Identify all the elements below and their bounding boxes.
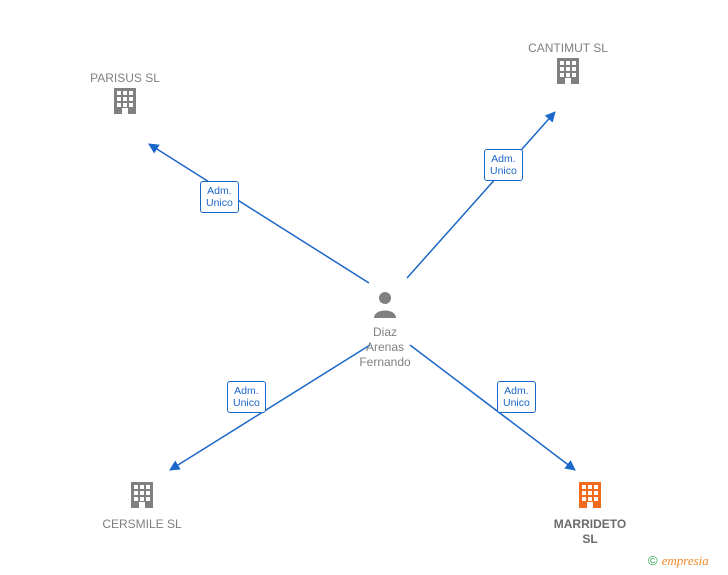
node-icon-wrap	[340, 290, 430, 321]
node-icon-wrap	[523, 56, 613, 89]
building-icon	[554, 56, 582, 86]
node-label: CANTIMUT SL	[523, 41, 613, 56]
node-label: CERSMILE SL	[97, 517, 187, 532]
edge-label-cersmile: Adm. Unico	[227, 381, 266, 413]
watermark-copyright: ©	[648, 553, 658, 568]
node-icon-wrap	[97, 480, 187, 513]
node-icon-wrap	[545, 480, 635, 513]
edge-parisus	[149, 144, 369, 283]
watermark-text: empresia	[662, 553, 709, 568]
edge-cantimut	[407, 112, 555, 278]
node-cersmile[interactable]: CERSMILE SL	[97, 480, 187, 532]
node-marrideto[interactable]: MARRIDETOSL	[545, 480, 635, 547]
node-label: MARRIDETOSL	[545, 517, 635, 547]
node-icon-wrap	[80, 86, 170, 119]
edge-label-cantimut: Adm. Unico	[484, 149, 523, 181]
node-label: PARISUS SL	[80, 71, 170, 86]
watermark: © empresia	[648, 553, 709, 569]
edge-label-parisus: Adm. Unico	[200, 181, 239, 213]
edge-marrideto	[410, 345, 575, 470]
building-icon	[576, 480, 604, 510]
node-parisus[interactable]: PARISUS SL	[80, 67, 170, 119]
node-label: DiazArenasFernando	[340, 325, 430, 370]
building-icon	[111, 86, 139, 116]
edge-label-marrideto: Adm. Unico	[497, 381, 536, 413]
node-cantimut[interactable]: CANTIMUT SL	[523, 37, 613, 89]
node-person[interactable]: DiazArenasFernando	[340, 290, 430, 370]
building-icon	[128, 480, 156, 510]
person-icon	[372, 290, 398, 318]
diagram-canvas: DiazArenasFernando PARISUS SL CANTIMUT SL	[0, 0, 728, 575]
